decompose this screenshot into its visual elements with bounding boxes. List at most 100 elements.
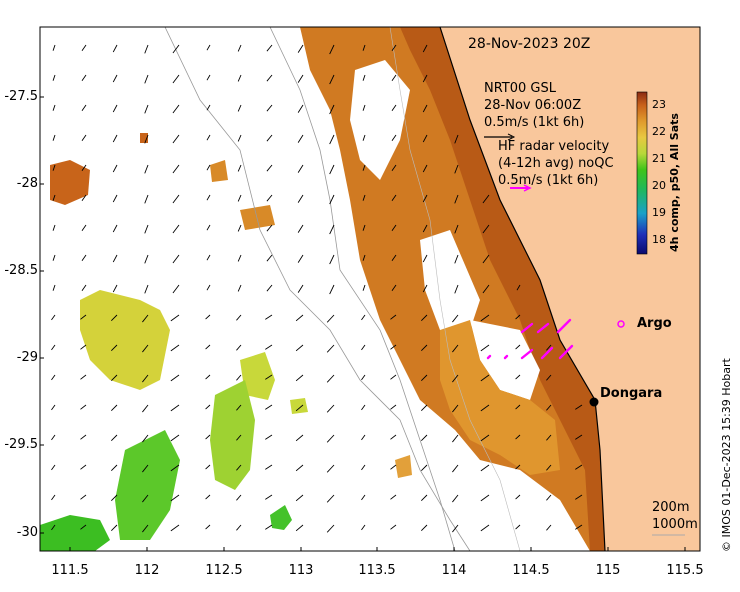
current-vector bbox=[81, 104, 87, 111]
current-vector bbox=[391, 254, 397, 261]
current-vector bbox=[422, 224, 428, 233]
current-vector bbox=[295, 524, 304, 532]
current-vector bbox=[265, 524, 273, 530]
current-vector bbox=[452, 404, 459, 413]
current-vector bbox=[421, 494, 428, 501]
sst-gap bbox=[470, 320, 540, 400]
x-tick-label: 112 bbox=[134, 563, 160, 578]
current-vector bbox=[421, 404, 428, 411]
land bbox=[440, 27, 700, 551]
y-tick-label: -28 bbox=[16, 176, 38, 191]
x-tick-label: 112.5 bbox=[205, 563, 243, 578]
current-vector bbox=[362, 254, 366, 261]
current-vector bbox=[454, 164, 459, 174]
sst-yellow-patch bbox=[240, 352, 275, 400]
current-vector bbox=[515, 434, 521, 440]
current-vector bbox=[422, 284, 428, 293]
current-vector bbox=[236, 494, 242, 501]
current-vector bbox=[266, 194, 273, 202]
current-vector bbox=[111, 404, 118, 411]
current-vector bbox=[52, 194, 56, 201]
current-vector bbox=[172, 194, 180, 204]
current-vector bbox=[81, 224, 87, 231]
current-vector bbox=[80, 404, 87, 410]
current-vector bbox=[480, 404, 490, 412]
current-vector bbox=[421, 344, 428, 351]
current-vector bbox=[170, 494, 180, 502]
current-vector bbox=[452, 494, 459, 503]
current-vector bbox=[112, 224, 118, 233]
current-vector bbox=[206, 74, 211, 81]
y-tick-label: -30 bbox=[16, 525, 38, 540]
current-vector bbox=[237, 104, 242, 112]
current-vector bbox=[297, 134, 304, 143]
current-vector bbox=[170, 464, 180, 472]
colorbar-tick: 20 bbox=[652, 179, 666, 192]
current-vector bbox=[205, 494, 211, 500]
current-vector bbox=[361, 344, 366, 351]
sst-yellow-patch bbox=[290, 398, 308, 414]
current-vector bbox=[142, 434, 149, 443]
current-vector bbox=[51, 524, 56, 531]
current-vector bbox=[329, 164, 335, 175]
current-vector bbox=[422, 44, 428, 53]
current-vector bbox=[142, 314, 149, 323]
current-vector bbox=[480, 464, 490, 472]
current-vector bbox=[80, 374, 87, 380]
map-title: 28-Nov-2023 20Z bbox=[468, 36, 591, 52]
current-vector bbox=[266, 74, 273, 82]
current-vector bbox=[329, 44, 335, 55]
current-vector bbox=[266, 104, 273, 112]
current-vector bbox=[237, 74, 242, 82]
current-vector bbox=[170, 374, 180, 382]
current-vector bbox=[421, 434, 428, 441]
current-vector bbox=[391, 164, 397, 171]
current-vector bbox=[326, 314, 335, 323]
x-tick-label: 111.5 bbox=[51, 563, 89, 578]
current-vector bbox=[80, 464, 87, 470]
current-vector bbox=[480, 434, 490, 442]
current-vector bbox=[295, 314, 304, 322]
coastline bbox=[439, 27, 606, 551]
current-vector bbox=[265, 494, 273, 500]
current-vector bbox=[144, 284, 149, 294]
current-vector bbox=[297, 104, 304, 113]
current-vector bbox=[546, 434, 552, 441]
colorbar-tick: 22 bbox=[652, 125, 666, 138]
current-vector bbox=[390, 344, 397, 350]
current-vector bbox=[482, 284, 490, 294]
current-vector bbox=[142, 524, 149, 533]
current-vector bbox=[295, 374, 304, 382]
sst-orange-patch bbox=[395, 455, 412, 478]
current-vector bbox=[362, 194, 366, 201]
place-argo: Argo bbox=[637, 316, 672, 331]
current-vector bbox=[546, 524, 552, 531]
current-vector bbox=[391, 44, 397, 51]
current-vector bbox=[480, 314, 490, 322]
current-vector bbox=[575, 464, 583, 470]
current-vector bbox=[172, 164, 180, 174]
current-vector bbox=[452, 374, 459, 383]
sst-green-patch bbox=[40, 515, 110, 551]
current-vector bbox=[390, 434, 397, 440]
current-vector bbox=[142, 494, 149, 503]
current-vector bbox=[172, 74, 180, 84]
current-vector bbox=[265, 434, 273, 440]
current-vector bbox=[52, 224, 56, 231]
current-vector bbox=[329, 74, 335, 85]
current-vector bbox=[206, 44, 211, 51]
current-vector bbox=[111, 524, 118, 531]
current-vector bbox=[81, 284, 87, 291]
current-vector bbox=[111, 314, 118, 321]
current-vector bbox=[206, 194, 211, 201]
current-vector bbox=[482, 194, 490, 204]
current-vector bbox=[362, 134, 366, 141]
current-vector bbox=[329, 284, 335, 295]
current-vector bbox=[111, 434, 118, 441]
current-vector bbox=[237, 254, 242, 262]
current-vector bbox=[297, 74, 304, 83]
current-vector bbox=[112, 44, 118, 53]
current-vector bbox=[81, 194, 87, 201]
current-vector bbox=[51, 464, 56, 471]
